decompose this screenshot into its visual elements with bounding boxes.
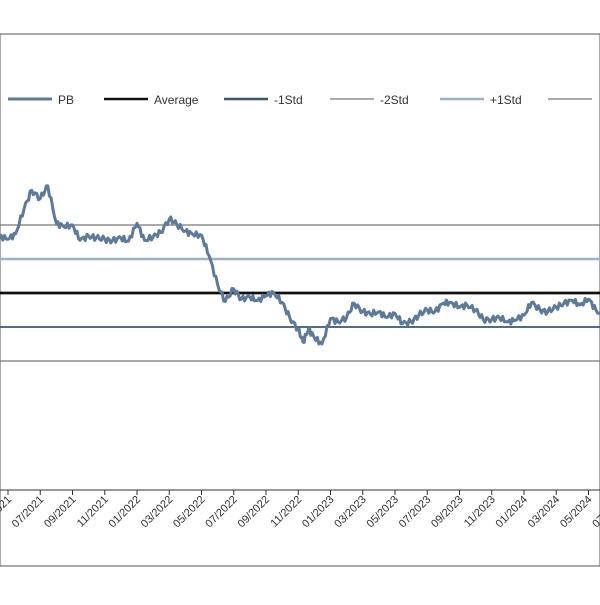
x-tick-label: 01/2023 [300, 494, 337, 531]
x-tick-label: 11/2023 [462, 494, 498, 530]
x-tick-label: 11/2022 [268, 494, 304, 530]
pb-series-line [0, 184, 600, 346]
x-tick-label: 07/2024 [590, 494, 600, 531]
x-tick-label: 03/2022 [139, 494, 176, 531]
x-tick-label: 05/2024 [558, 494, 595, 531]
legend-label: -2Std [380, 93, 409, 107]
x-tick-label: 03/2024 [526, 494, 563, 531]
legend: PB Average -1Std -2Std +1Std [8, 93, 592, 107]
legend-label: PB [58, 93, 74, 107]
reference-lines [0, 224, 600, 362]
x-tick-label: 01/2022 [107, 494, 144, 531]
x-axis-ticks: 03/202107/202109/202111/202101/202203/20… [0, 490, 600, 530]
x-tick-label: 09/2022 [236, 494, 273, 531]
x-tick-label: 03/2023 [332, 494, 369, 531]
series-layer [0, 184, 600, 346]
x-tick-label: 09/2023 [429, 494, 466, 531]
x-tick-label: 09/2021 [42, 494, 79, 531]
legend-label: +1Std [490, 93, 522, 107]
x-tick-label: 07/2021 [10, 494, 47, 531]
x-tick-label: 01/2024 [494, 494, 531, 531]
x-tick-label: 07/2022 [203, 494, 240, 531]
x-tick-label: 07/2023 [397, 494, 434, 531]
x-tick-label: 11/2021 [75, 494, 111, 530]
x-tick-label: 05/2022 [171, 494, 208, 531]
x-tick-label: 05/2023 [365, 494, 402, 531]
legend-label: -1Std [274, 93, 303, 107]
chart-frame [0, 33, 600, 567]
legend-label: Average [154, 93, 199, 107]
